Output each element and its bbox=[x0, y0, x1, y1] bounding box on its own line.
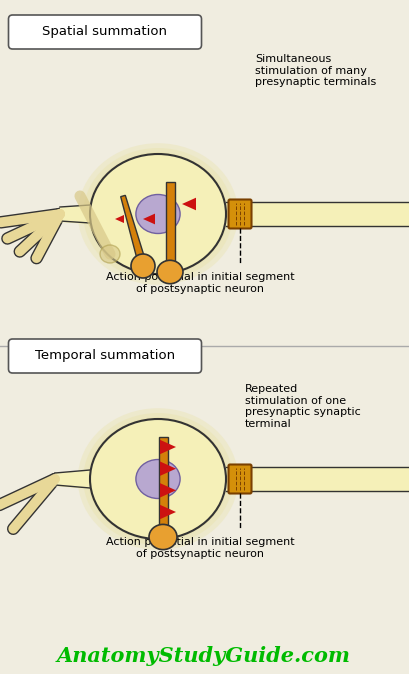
Ellipse shape bbox=[90, 419, 226, 539]
FancyBboxPatch shape bbox=[9, 339, 202, 373]
Ellipse shape bbox=[88, 417, 228, 541]
Ellipse shape bbox=[131, 254, 155, 278]
Polygon shape bbox=[160, 440, 176, 454]
Polygon shape bbox=[115, 215, 124, 223]
Bar bbox=[166, 182, 175, 272]
FancyBboxPatch shape bbox=[229, 464, 252, 493]
Ellipse shape bbox=[157, 260, 183, 284]
FancyBboxPatch shape bbox=[229, 200, 252, 228]
Ellipse shape bbox=[83, 413, 233, 545]
Text: Temporal summation: Temporal summation bbox=[35, 350, 175, 363]
Ellipse shape bbox=[149, 524, 177, 549]
Text: Simultaneous
stimulation of many
presynaptic terminals: Simultaneous stimulation of many presyna… bbox=[255, 54, 376, 87]
Ellipse shape bbox=[90, 154, 226, 274]
Text: Repeated
stimulation of one
presynaptic synaptic
terminal: Repeated stimulation of one presynaptic … bbox=[245, 384, 361, 429]
Polygon shape bbox=[182, 197, 196, 210]
Text: Action potential in initial segment
of postsynaptic neuron: Action potential in initial segment of p… bbox=[106, 537, 294, 559]
Ellipse shape bbox=[100, 245, 120, 263]
Ellipse shape bbox=[78, 143, 238, 285]
Polygon shape bbox=[143, 214, 155, 224]
Polygon shape bbox=[121, 195, 147, 267]
Polygon shape bbox=[160, 462, 176, 476]
Ellipse shape bbox=[136, 460, 180, 499]
Ellipse shape bbox=[83, 148, 233, 280]
Polygon shape bbox=[160, 483, 176, 497]
Text: Spatial summation: Spatial summation bbox=[43, 26, 168, 38]
Polygon shape bbox=[160, 505, 176, 519]
Bar bbox=[159, 437, 168, 537]
Text: Action potential in initial segment
of postsynaptic neuron: Action potential in initial segment of p… bbox=[106, 272, 294, 294]
Ellipse shape bbox=[136, 195, 180, 233]
Ellipse shape bbox=[78, 408, 238, 550]
Text: AnatomyStudyGuide.com: AnatomyStudyGuide.com bbox=[57, 646, 351, 666]
Ellipse shape bbox=[88, 152, 228, 276]
FancyBboxPatch shape bbox=[9, 15, 202, 49]
